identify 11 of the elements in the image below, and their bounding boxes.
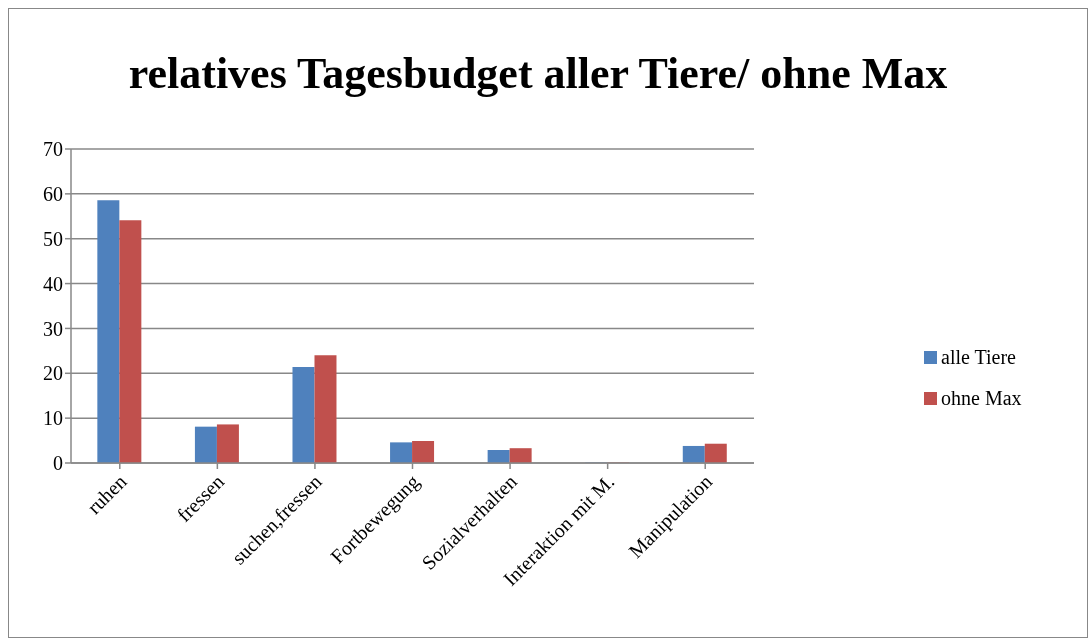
y-tick-label: 50 <box>43 227 63 250</box>
y-tick-label: 40 <box>43 272 63 295</box>
y-tick-label: 20 <box>43 362 63 385</box>
y-tick-label: 60 <box>43 182 63 205</box>
y-tick-label: 0 <box>53 452 63 475</box>
legend-label: alle Tiere <box>941 345 1016 369</box>
legend-label: ohne Max <box>941 386 1022 410</box>
y-tick-label: 30 <box>43 317 63 340</box>
chart-title: relatives Tagesbudget aller Tiere/ ohne Max <box>128 48 948 100</box>
y-tick-label: 70 <box>43 138 63 161</box>
y-tick-label: 10 <box>43 407 63 430</box>
